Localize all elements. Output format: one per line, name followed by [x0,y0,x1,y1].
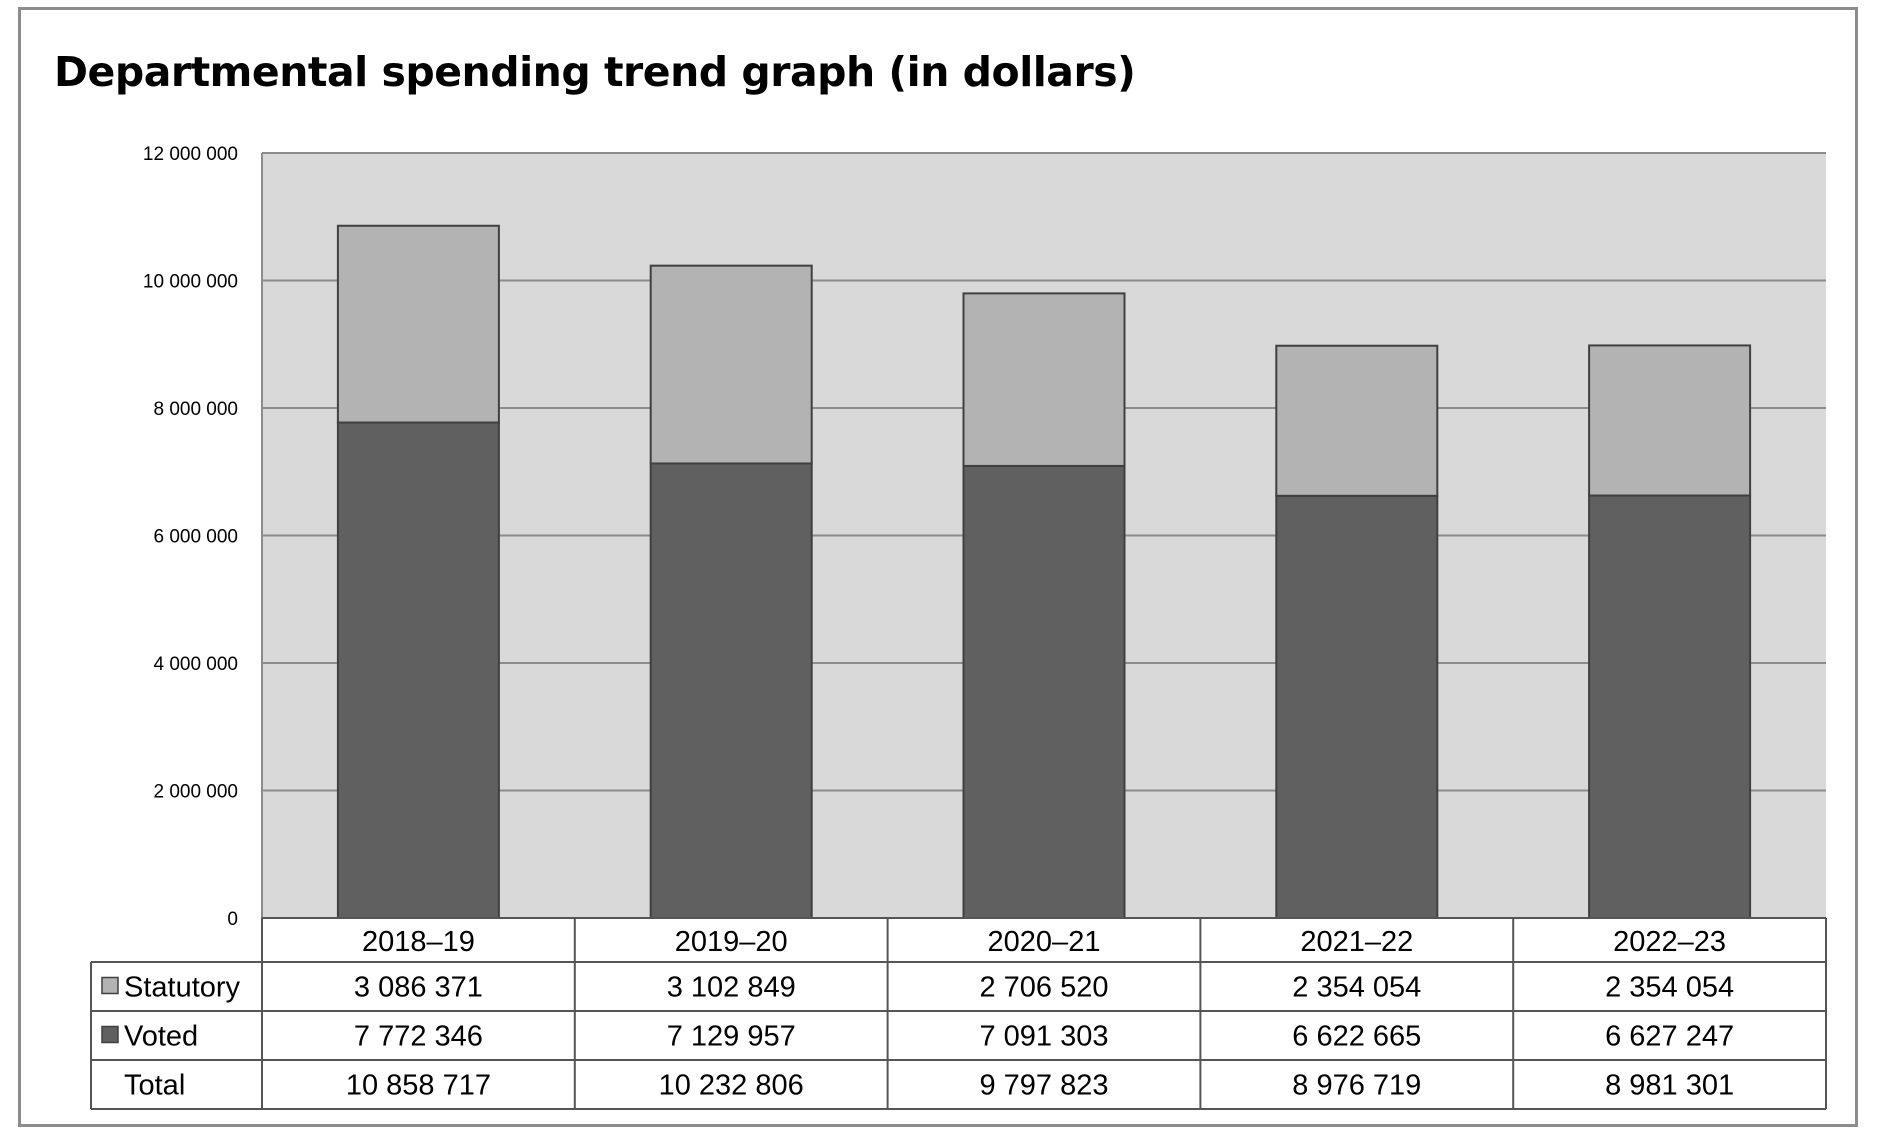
y-tick-label: 6 000 000 [153,527,238,548]
x-category-label: 2021–22 [1300,926,1413,958]
legend-label-total: Total [124,1070,185,1102]
bar-voted [649,462,813,919]
y-tick-label: 0 [227,909,238,930]
y-tick-label: 2 000 000 [153,782,238,803]
legend-label-voted: Voted [124,1021,198,1053]
data-label-statutory: 2 706 520 [979,972,1108,1004]
data-label-voted: 6 622 665 [1292,1021,1421,1053]
data-label-voted: 7 772 346 [354,1021,483,1053]
data-label-total: 8 976 719 [1292,1070,1421,1102]
data-label-statutory: 3 086 371 [354,972,483,1004]
y-tick-label: 8 000 000 [153,399,238,420]
y-tick-label: 10 000 000 [143,272,238,293]
data-label-total: 8 981 301 [1605,1070,1734,1102]
data-label-statutory: 2 354 054 [1605,972,1734,1004]
bar-statutory [649,264,813,465]
bar-voted [1275,494,1439,919]
y-tick-label: 12 000 000 [143,144,238,165]
data-label-voted: 7 091 303 [979,1021,1108,1053]
legend-swatch-voted [101,1025,119,1044]
data-label-total: 9 797 823 [979,1070,1108,1102]
legend-swatch-statutory [101,976,119,995]
data-label-statutory: 3 102 849 [667,972,796,1004]
bar-voted [1588,494,1752,919]
chart-title: Departmental spending trend graph (in do… [54,48,1136,96]
x-category-label: 2018–19 [362,926,475,958]
x-category-label: 2019–20 [675,926,788,958]
data-label-voted: 6 627 247 [1605,1021,1734,1053]
bar-voted [336,421,500,919]
bar-statutory [336,224,500,424]
bar-statutory [1275,344,1439,497]
bar-voted [962,464,1126,919]
legend-label-statutory: Statutory [124,972,241,1004]
bar-statutory [962,292,1126,467]
data-label-statutory: 2 354 054 [1292,972,1421,1004]
data-label-voted: 7 129 957 [667,1021,796,1053]
y-tick-label: 4 000 000 [153,654,238,675]
bar-statutory [1588,344,1752,497]
data-label-total: 10 232 806 [659,1070,804,1102]
x-category-label: 2020–21 [988,926,1101,958]
x-category-label: 2022–23 [1613,926,1726,958]
data-label-total: 10 858 717 [346,1070,491,1102]
